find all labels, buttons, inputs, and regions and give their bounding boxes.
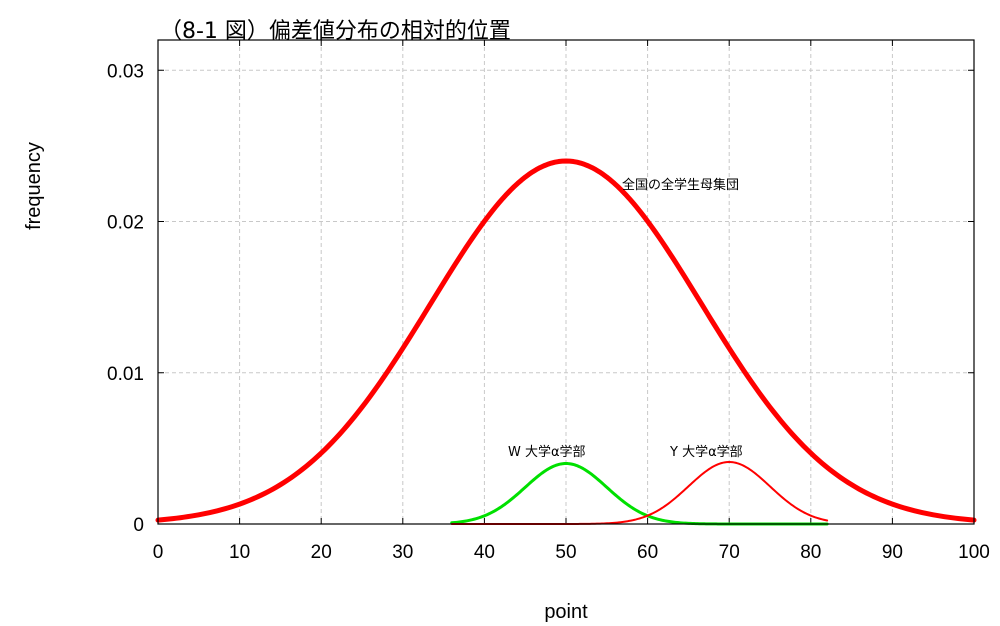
y-tick-label: 0.02 [107, 213, 144, 234]
x-tick-label: 60 [637, 542, 658, 563]
x-tick-label: 80 [800, 542, 821, 563]
x-tick-label: 0 [153, 542, 164, 563]
series-annotations: 全国の全学生母集団 W 大学α学部 Y 大学α学部 [508, 177, 743, 460]
x-tick-label: 50 [555, 542, 576, 563]
y-tick-label: 0.01 [107, 364, 144, 385]
x-tick-label: 30 [392, 542, 413, 563]
x-tick-label: 100 [958, 542, 990, 563]
series-line-3 [450, 461, 829, 525]
y-axis-label: frequency [23, 142, 45, 230]
y-tick-label: 0.03 [107, 61, 144, 82]
x-tick-label: 40 [474, 542, 495, 563]
x-axis-label: point [544, 601, 588, 623]
x-tick-label: 90 [882, 542, 903, 563]
x-tick-label: 70 [719, 542, 740, 563]
plot-frame [157, 39, 975, 525]
tick-labels: 0 10 20 30 40 50 60 70 80 90 100 0 0.01 0.02 0.03 [107, 40, 990, 563]
series-annotation: W 大学α学部 [508, 444, 586, 460]
series-line-1 [155, 158, 977, 523]
y-tick-label: 0 [133, 515, 144, 536]
series-annotation: Y 大学α学部 [669, 444, 743, 460]
series-annotation: 全国の全学生母集団 [622, 177, 739, 193]
grid [158, 40, 974, 524]
x-tick-label: 20 [311, 542, 332, 563]
x-tick-label: 10 [229, 542, 250, 563]
series-line-2 [450, 462, 829, 526]
